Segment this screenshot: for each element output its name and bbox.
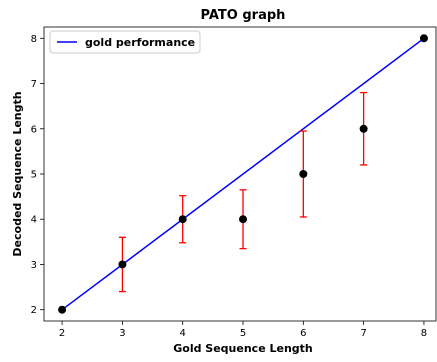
x-tick-label: 7: [360, 328, 366, 339]
data-point: [58, 305, 67, 314]
x-tick-label: 6: [300, 328, 306, 339]
series-line-gold-performance: [61, 37, 425, 311]
data-point: [299, 170, 308, 178]
legend: gold performance: [49, 30, 201, 54]
x-tick-label: 8: [421, 328, 427, 339]
plot-area: [43, 26, 437, 322]
x-tick-label: 3: [119, 328, 125, 339]
data-point: [118, 260, 127, 269]
y-axis-label: Decoded Sequence Length: [11, 91, 24, 256]
data-point: [359, 124, 368, 133]
x-tick-label: 4: [180, 328, 186, 339]
series-layer: [58, 34, 428, 314]
y-tick-label: 2: [31, 305, 37, 316]
x-axis: 2 3 4 5 6 7 8: [59, 321, 427, 339]
y-axis: 2 3 4 5 6 7 8: [31, 34, 44, 316]
y-tick-label: 8: [31, 34, 37, 45]
x-tick-label: 5: [240, 328, 246, 339]
y-tick-label: 3: [31, 260, 37, 271]
y-tick-label: 6: [31, 124, 37, 135]
legend-label: gold performance: [85, 36, 195, 49]
data-point: [419, 34, 428, 43]
y-tick-label: 4: [31, 215, 37, 226]
data-point: [239, 215, 248, 224]
y-tick-label: 5: [31, 170, 37, 181]
legend-box: [49, 30, 201, 54]
chart-title: PATO graph: [201, 8, 286, 23]
y-tick-label: 7: [31, 79, 37, 90]
data-point: [178, 215, 187, 224]
x-tick-label: 2: [59, 328, 65, 339]
x-axis-label: Gold Sequence Length: [173, 342, 313, 355]
